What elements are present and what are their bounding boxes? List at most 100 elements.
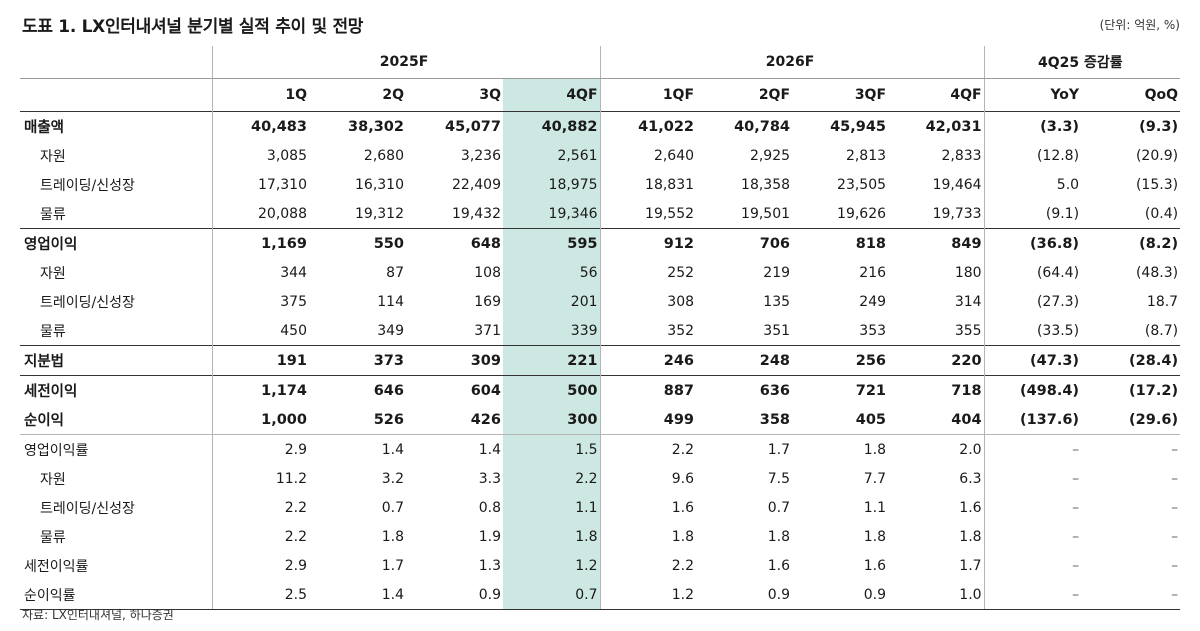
earnings-table: 2025F 2026F 4Q25 증감률 1Q 2Q 3Q 4QF 1QF 2Q… — [20, 46, 1181, 610]
table-cell: 18.7 — [1146, 293, 1179, 310]
table-cell: 450 — [211, 316, 309, 346]
table-cell: 40,483 — [211, 111, 309, 141]
table-cell: 3.2 — [381, 470, 404, 487]
table-row: 세전이익률 2.9 1.7 1.3 1.2 2.2 1.6 1.6 1.7– – — [20, 551, 1180, 580]
table-cell: 1.8 — [863, 528, 887, 545]
table-cell: – — [1171, 470, 1179, 487]
table-cell: 646 — [309, 375, 406, 405]
table-cell: – — [1171, 557, 1179, 574]
table-cell: 2,833 — [941, 147, 982, 164]
row-label: 트레이딩/신성장 — [40, 500, 135, 517]
table-cell: 1.0 — [888, 580, 985, 610]
table-cell: 1.7 — [696, 434, 793, 464]
table-cell: (498.4) — [983, 375, 1082, 405]
table-row: 순이익률 2.5 1.4 0.9 0.7 1.2 0.9 0.9 1.0– – — [20, 580, 1181, 610]
table-cell: – — [1171, 528, 1179, 545]
table-cell: 2.9 — [211, 551, 309, 580]
row-label: 매출액 — [24, 120, 65, 136]
table-row: 매출액 40,483 38,302 45,077 40,882 41,022 40,784 4… — [20, 111, 1180, 141]
table-cell: – — [983, 522, 1082, 551]
table-cell: 19,626 — [837, 205, 887, 222]
table-row: 순이익 1,000 526 426 300 499 358 405 404 (137.6) (29.… — [20, 405, 1180, 435]
table-cell: 18,975 — [503, 170, 601, 199]
table-row: 세전이익 1,174 646 604 500 887 636 721 718 (498.4) (17… — [20, 375, 1181, 405]
row-label: 트레이딩/신성장 — [40, 177, 135, 194]
table-cell: 0.8 — [478, 499, 501, 516]
table-cell: 1.6 — [599, 493, 697, 522]
table-cell: 1.4 — [309, 434, 406, 464]
table-cell: 426 — [470, 411, 501, 428]
header-empty-cell — [20, 79, 212, 112]
row-label: 물류 — [40, 529, 66, 546]
table-cell: 219 — [763, 264, 791, 281]
table-cell: 18,358 — [741, 176, 791, 193]
table-cell: 2.2 — [211, 493, 309, 522]
header-quarter: 2Q — [382, 87, 404, 103]
table-cell: (28.4) — [1081, 345, 1181, 376]
table-cell: 1.4 — [309, 580, 406, 610]
table-cell: 19,552 — [599, 199, 697, 229]
row-label: 물류 — [40, 323, 66, 340]
table-cell: 180 — [954, 264, 982, 281]
table-cell: 19,432 — [452, 205, 501, 222]
table-cell: (20.9) — [1135, 147, 1179, 164]
table-cell: 604 — [406, 375, 503, 405]
table-cell: 1,174 — [211, 375, 309, 405]
table-cell: 256 — [792, 345, 889, 376]
table-cell: 248 — [696, 345, 793, 376]
header-2025: 2025F — [211, 46, 601, 79]
table-cell: (9.3) — [1139, 118, 1179, 135]
table-cell: 23,505 — [837, 176, 887, 193]
table-cell: 3,236 — [460, 147, 501, 164]
table-cell: 373 — [309, 345, 406, 376]
table-cell: 1.1 — [503, 493, 601, 522]
header-change: 4Q25 증감률 — [983, 46, 1181, 79]
table-cell: 19,464 — [932, 176, 982, 193]
table-cell: 40,784 — [734, 118, 791, 135]
table-row: 트레이딩/신성장 375 114 169 201 308 135 249 314 (27.3) 18… — [20, 287, 1180, 316]
table-row: 물류 20,088 19,312 19,432 19,346 19,552 19,501 19… — [20, 199, 1180, 229]
row-label: 지분법 — [20, 345, 212, 376]
table-cell: – — [1171, 499, 1179, 516]
table-cell: 20,088 — [211, 199, 309, 229]
header-2026: 2026F — [599, 46, 985, 79]
table-cell: – — [983, 464, 1082, 493]
table-cell: 314 — [954, 293, 982, 310]
table-cell: 216 — [859, 264, 887, 281]
table-cell: 16,310 — [355, 176, 404, 193]
table-row: 물류 2.2 1.8 1.9 1.8 1.8 1.8 1.8 1.8– – — [20, 522, 1180, 551]
title-row: 도표 1. LX인터내셔널 분기별 실적 추이 및 전망 (단위: 억원, %) — [22, 8, 1180, 38]
table-row: 지분법 191 373 309 221 246 248 256 220 (47.3) (28.4) — [20, 345, 1181, 376]
table-cell: 550 — [309, 228, 406, 258]
table-cell: 2.2 — [211, 522, 309, 551]
table-cell: 405 — [855, 411, 887, 428]
table-cell: 375 — [211, 287, 309, 316]
source-note: 자료: LX인터내셔널, 하나증권 — [22, 608, 174, 622]
table-cell: 41,022 — [599, 111, 697, 141]
table-cell: 353 — [859, 322, 887, 339]
table-cell: 636 — [696, 375, 793, 405]
table-cell: 1.5 — [503, 434, 601, 464]
table-cell: 849 — [888, 228, 985, 258]
table-cell: 249 — [859, 293, 887, 310]
table-cell: 300 — [503, 405, 601, 435]
table-cell: 1.6 — [863, 557, 887, 574]
table-cell: (137.6) — [983, 405, 1082, 435]
table-cell: 706 — [696, 228, 793, 258]
table-row: 자원 11.2 3.2 3.3 2.2 9.6 7.5 7.7 6.3– – — [20, 464, 1180, 493]
table-cell: 9.6 — [599, 464, 697, 493]
table-cell: 2,640 — [599, 141, 697, 170]
table-cell: 6.3 — [959, 470, 982, 487]
header-empty-cell — [20, 46, 212, 79]
row-label: 자원 — [40, 148, 66, 165]
table-row: 영업이익률 2.9 1.4 1.4 1.5 2.2 1.7 1.8 2.0– – — [20, 434, 1181, 464]
row-label: 순이익률 — [20, 580, 212, 610]
table-cell: 201 — [503, 287, 601, 316]
table-cell: 1.7 — [381, 557, 404, 574]
table-title: 도표 1. LX인터내셔널 분기별 실적 추이 및 전망 — [22, 17, 364, 37]
unit-note: (단위: 억원, %) — [1099, 18, 1180, 32]
header-year-row: 2025F 2026F 4Q25 증감률 — [20, 46, 1181, 79]
table-cell: 0.9 — [696, 580, 793, 610]
table-cell: 2.2 — [599, 434, 697, 464]
header-quarter-row: 1Q 2Q 3Q 4QF 1QF 2QF 3QF 4QF YoY QoQ — [20, 78, 1181, 112]
